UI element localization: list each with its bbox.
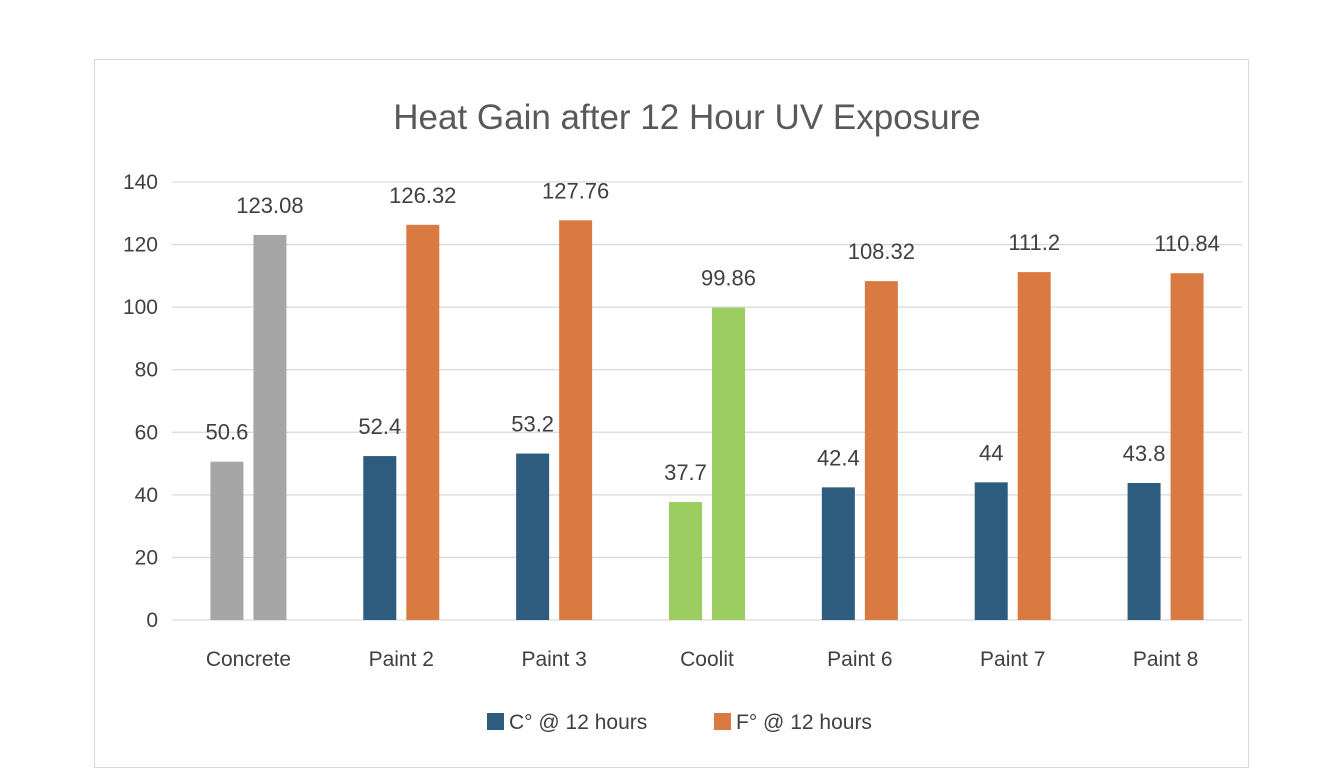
- bars: [210, 220, 1204, 621]
- y-tick-label: 60: [135, 421, 158, 444]
- y-tick-label: 140: [123, 171, 158, 194]
- chart-title: Heat Gain after 12 Hour UV Exposure: [393, 98, 981, 137]
- data-label: 111.2: [1008, 230, 1060, 255]
- bar-celsius: [821, 487, 855, 620]
- category-label: Coolit: [680, 648, 734, 671]
- data-label: 99.86: [701, 266, 756, 291]
- y-tick-label: 20: [135, 546, 158, 569]
- data-label: 37.7: [664, 460, 707, 485]
- bar-fahrenheit: [253, 234, 287, 620]
- y-tick-label: 0: [146, 609, 158, 632]
- bar-fahrenheit: [712, 307, 745, 620]
- data-label: 43.8: [1123, 441, 1166, 466]
- y-tick-label: 100: [123, 296, 158, 319]
- x-axis-categories: Concrete Paint 2 Paint 3 Coolit Paint 6 Paint…: [206, 648, 1198, 671]
- bar-celsius: [669, 502, 702, 620]
- y-axis-ticks: 0 20 40 60 80 100 120 140: [123, 171, 158, 632]
- y-tick-label: 120: [123, 234, 158, 257]
- bar-fahrenheit: [559, 220, 593, 621]
- data-label: 53.2: [511, 412, 554, 437]
- legend-swatch: [714, 713, 731, 730]
- bar-celsius: [1127, 482, 1161, 620]
- data-label: 110.84: [1154, 231, 1220, 256]
- category-label: Paint 6: [827, 648, 892, 671]
- data-label: 44: [979, 440, 1003, 465]
- bar-fahrenheit: [864, 281, 898, 620]
- bar-celsius: [974, 482, 1008, 620]
- bar-celsius: [516, 453, 550, 620]
- legend-swatch: [487, 713, 504, 730]
- category-label: Paint 8: [1133, 648, 1198, 671]
- category-label: Concrete: [206, 648, 291, 671]
- y-tick-label: 40: [135, 484, 158, 507]
- bar-fahrenheit: [1170, 273, 1204, 620]
- legend: C° @ 12 hours F° @ 12 hours: [487, 711, 872, 734]
- chart-svg: Heat Gain after 12 Hour UV Exposure 0 20 4…: [123, 98, 1242, 734]
- bar-fahrenheit: [1017, 272, 1051, 620]
- data-label: 50.6: [206, 420, 249, 445]
- bar-celsius: [210, 461, 244, 620]
- data-label: 108.32: [848, 239, 915, 264]
- y-tick-label: 80: [135, 359, 158, 382]
- category-label: Paint 3: [521, 648, 586, 671]
- data-labels: 50.6 123.08 52.4 126.32 53.2 127.76 37.7 99.86 4…: [206, 178, 1220, 485]
- category-label: Paint 2: [369, 648, 434, 671]
- category-label: Paint 7: [980, 648, 1045, 671]
- data-label: 123.08: [236, 193, 303, 218]
- legend-label: F° @ 12 hours: [736, 711, 872, 734]
- chart-frame: Heat Gain after 12 Hour UV Exposure 0 20 4…: [94, 59, 1249, 768]
- data-label: 42.4: [817, 445, 860, 470]
- data-label: 52.4: [358, 414, 401, 439]
- legend-label: C° @ 12 hours: [509, 711, 647, 734]
- data-label: 126.32: [389, 183, 456, 208]
- bar-fahrenheit: [406, 224, 440, 620]
- data-label: 127.76: [542, 178, 609, 203]
- bar-celsius: [363, 456, 397, 620]
- gridlines: [172, 181, 1242, 621]
